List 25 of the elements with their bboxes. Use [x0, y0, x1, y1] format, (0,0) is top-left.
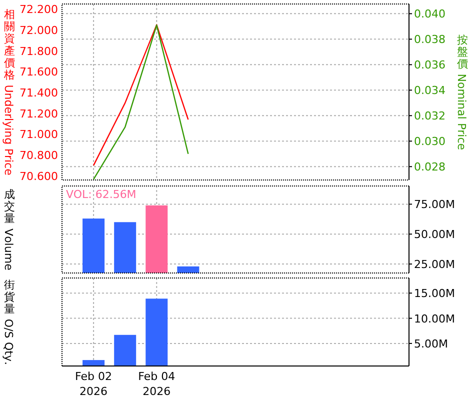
y2-tick-label: 25.00M: [414, 258, 455, 272]
y2-tick-label: 10.00M: [414, 312, 455, 326]
x-tick-label: Feb 04 2026: [138, 370, 176, 398]
y2-tick-label: 0.040: [414, 8, 446, 21]
annotation: VOL: 62.56M: [66, 188, 136, 201]
y-tick-label: 70.600: [20, 170, 58, 183]
y-tick-label: 71.200: [20, 107, 58, 120]
y2-tick-label: 50.00M: [414, 228, 455, 242]
y2-tick-label: 5.00M: [414, 337, 448, 350]
y2-tick-label: 0.032: [414, 110, 446, 123]
y2-tick-label: 0.036: [414, 58, 446, 72]
y-tick-label: 71.600: [20, 66, 58, 79]
y2-tick-label: 0.028: [414, 160, 446, 174]
y-tick-label: 72.200: [20, 3, 58, 16]
y-tick-label: 72.000: [20, 24, 58, 38]
y2-tick-label: 0.030: [414, 135, 446, 148]
y-tick-label: 71.000: [20, 128, 58, 142]
y2-tick-label: 75.00M: [414, 198, 455, 212]
y-tick-label: 70.800: [20, 149, 58, 162]
y2-tick-label: 0.038: [414, 33, 446, 46]
x-tick-label: Feb 02 2026: [75, 370, 112, 398]
y2-tick-label: 15.00M: [414, 287, 455, 300]
y-tick-label: 71.800: [20, 44, 58, 58]
y-tick-label: 71.400: [20, 86, 58, 100]
y2-tick-label: 0.034: [414, 84, 446, 98]
